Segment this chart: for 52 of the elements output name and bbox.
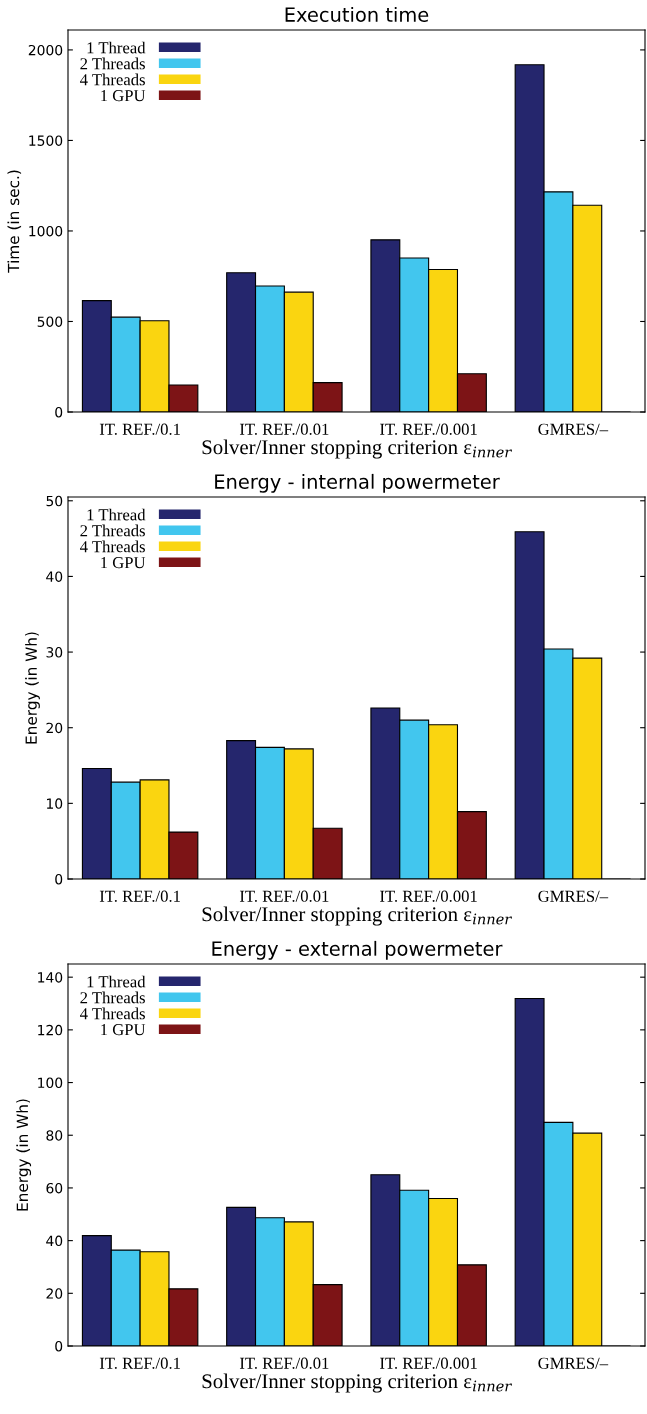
legend-label: 1 Thread: [87, 975, 146, 988]
x-axis-title: Solver/Inner stopping criterion ε$_{inner}$: [202, 1373, 512, 1393]
x-tick-label: IT. REF./0.01: [239, 890, 329, 902]
x-tick-label: GMRES/–: [538, 423, 609, 435]
y-tick-label: 100: [38, 1077, 63, 1089]
y-axis-title: Time (in sec.): [7, 170, 22, 273]
y-tick-label: 1000: [29, 225, 63, 237]
x-tick-label: IT. REF./0.01: [239, 1357, 329, 1369]
x-tick-label: IT. REF./0.001: [380, 423, 477, 435]
legend-label: 2 Threads: [80, 57, 145, 70]
y-tick-label: 0: [55, 406, 63, 418]
y-axis-title: Energy (in Wh): [25, 632, 40, 744]
y-tick-label: 50: [46, 495, 63, 507]
y-tick-label: 30: [46, 647, 63, 658]
y-axis-title: Energy (in Wh): [16, 1099, 32, 1211]
y-tick-label: 2000: [28, 44, 63, 56]
y-tick-label: 140: [38, 972, 63, 983]
x-axis-title: Solver/Inner stopping criterion ε$_{inner}$: [202, 439, 512, 459]
y-tick-label: 80: [46, 1130, 63, 1141]
legend-label: 4 Threads: [79, 73, 145, 86]
legend-label: 4 Threads: [79, 540, 145, 553]
legend-label: 1 GPU: [101, 1024, 146, 1036]
chart-title: Energy - external powermeter: [212, 940, 503, 960]
chart-title: Energy - internal powermeter: [215, 473, 500, 493]
x-tick-label: IT. REF./0.1: [99, 1357, 180, 1369]
x-tick-label: IT. REF./0.1: [99, 423, 180, 435]
x-tick-label: GMRES/–: [538, 1357, 609, 1369]
y-tick-label: 60: [46, 1182, 63, 1194]
x-tick-label: IT. REF./0.001: [380, 890, 477, 902]
x-tick-label: IT. REF./0.1: [99, 890, 180, 902]
y-tick-label: 20: [46, 722, 63, 734]
y-tick-label: 0: [55, 1340, 63, 1352]
x-tick-label: GMRES/–: [538, 890, 609, 902]
legend-label: 1 GPU: [101, 90, 146, 102]
legend-label: 2 Threads: [80, 524, 145, 537]
y-tick-label: 0: [55, 873, 63, 885]
x-axis-title: Solver/Inner stopping criterion ε$_{inner}$: [202, 906, 512, 926]
y-tick-label: 500: [37, 316, 63, 327]
y-tick-label: 20: [46, 1288, 63, 1299]
y-tick-label: 120: [38, 1024, 63, 1036]
y-tick-label: 40: [46, 571, 63, 582]
y-tick-label: 10: [46, 798, 63, 809]
legend-label: 1 GPU: [101, 557, 146, 569]
legend-label: 1 Thread: [87, 508, 146, 521]
legend-label: 4 Threads: [79, 1007, 145, 1020]
chart-title: Execution time: [285, 6, 429, 22]
x-tick-label: IT. REF./0.01: [239, 423, 329, 435]
legend-label: 2 Threads: [80, 991, 145, 1004]
y-tick-label: 1500: [29, 135, 63, 146]
y-tick-label: 40: [46, 1235, 63, 1247]
x-tick-label: IT. REF./0.001: [380, 1357, 477, 1369]
legend-label: 1 Thread: [87, 41, 146, 54]
